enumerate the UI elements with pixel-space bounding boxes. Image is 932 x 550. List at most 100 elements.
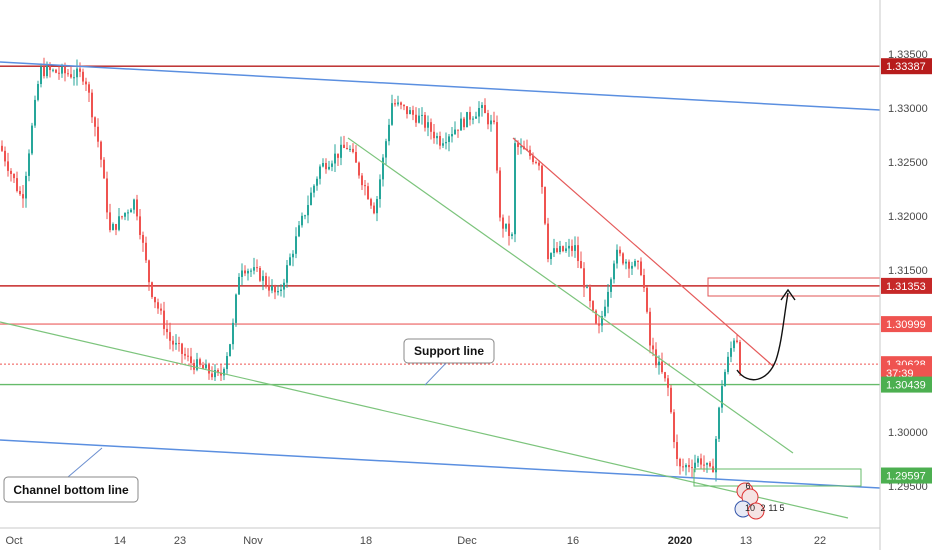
candle (7, 152, 9, 177)
candle (259, 265, 261, 283)
candle (184, 347, 186, 360)
candle (22, 184, 24, 208)
price-badge: 1.30999 (881, 316, 932, 333)
candle (652, 337, 654, 357)
candle (4, 146, 6, 167)
candle (58, 66, 60, 80)
candle (484, 98, 486, 114)
candle (82, 68, 84, 86)
candle (640, 257, 642, 277)
candle (538, 160, 540, 171)
candle (370, 197, 372, 209)
candle (664, 371, 666, 382)
price-badges: 1.333871.313531.309991.3062837:391.30439… (881, 58, 932, 484)
long-green-support-line[interactable] (0, 321, 849, 519)
candle (256, 259, 258, 273)
candle (337, 153, 339, 167)
candle (577, 236, 579, 269)
candle (67, 68, 69, 77)
candle (118, 208, 120, 232)
candle (709, 461, 711, 468)
candle (448, 134, 450, 152)
price-tick-label: 1.29500 (888, 481, 928, 493)
projection-arrow (736, 292, 789, 381)
candle (79, 62, 81, 78)
price-badge: 1.33387 (881, 58, 932, 75)
candle (466, 111, 468, 128)
candle (367, 182, 369, 200)
candle (559, 240, 561, 255)
candle (355, 145, 357, 163)
candle (424, 111, 426, 132)
candle (613, 260, 615, 284)
red-descending-resistance-line[interactable] (512, 137, 774, 367)
trendlines (0, 61, 881, 519)
candle (109, 203, 111, 233)
candle (421, 107, 423, 125)
candle (271, 279, 273, 294)
candle (547, 217, 549, 263)
price-badge: 1.29597 (881, 467, 932, 484)
candle (358, 161, 360, 179)
candle (238, 273, 240, 295)
candle (208, 362, 210, 380)
candle (88, 81, 90, 102)
support-zone-box[interactable] (693, 468, 862, 487)
candle (718, 406, 720, 442)
candle (721, 380, 723, 413)
event-count-11: 11 (768, 503, 777, 513)
candle (25, 171, 27, 208)
candle (226, 352, 228, 374)
channel-bottom-line[interactable] (0, 439, 881, 489)
candle (166, 320, 168, 339)
candle (139, 209, 141, 240)
candle (625, 259, 627, 270)
candle (691, 459, 693, 478)
candle (268, 276, 270, 297)
candle (316, 176, 318, 191)
candle (1, 140, 3, 152)
green-descending-line[interactable] (347, 137, 794, 454)
candle (610, 277, 612, 298)
time-axis[interactable]: Oct 14 23 Nov 18 Dec 16 2020 13 22 (5, 535, 826, 547)
channel-top-line[interactable] (0, 61, 881, 111)
candle (10, 168, 12, 182)
candle (232, 318, 234, 350)
candle (598, 315, 600, 334)
candle (136, 194, 138, 221)
price-badge-label: 1.33387 (886, 61, 926, 73)
economic-events[interactable]: 6 10 2 11 5 (734, 481, 785, 520)
time-tick-label: 23 (174, 535, 186, 547)
candle (445, 132, 447, 150)
candle (634, 258, 636, 268)
candle (394, 99, 396, 107)
candle (286, 260, 288, 288)
channel-bottom-callout[interactable]: Channel bottom line (3, 447, 139, 503)
time-tick-label: 16 (567, 535, 579, 547)
candle (202, 361, 204, 369)
candle (451, 127, 453, 143)
candle (103, 157, 105, 179)
candle (28, 149, 30, 182)
candle (349, 145, 351, 152)
candle (151, 281, 153, 299)
candle (280, 284, 282, 297)
time-tick-label: 22 (814, 535, 826, 547)
support-line-callout[interactable]: Support line (403, 338, 495, 386)
candle (439, 131, 441, 150)
candle (379, 174, 381, 208)
time-tick-label: Dec (457, 535, 477, 547)
candle (520, 138, 522, 155)
candle (265, 272, 267, 289)
candle-series (1, 57, 741, 482)
candle (295, 227, 297, 259)
candle (121, 215, 123, 220)
candle (388, 118, 390, 146)
candle (397, 95, 399, 107)
candle (310, 187, 312, 206)
candle (670, 384, 672, 414)
candle (142, 231, 144, 252)
candle (76, 59, 78, 86)
